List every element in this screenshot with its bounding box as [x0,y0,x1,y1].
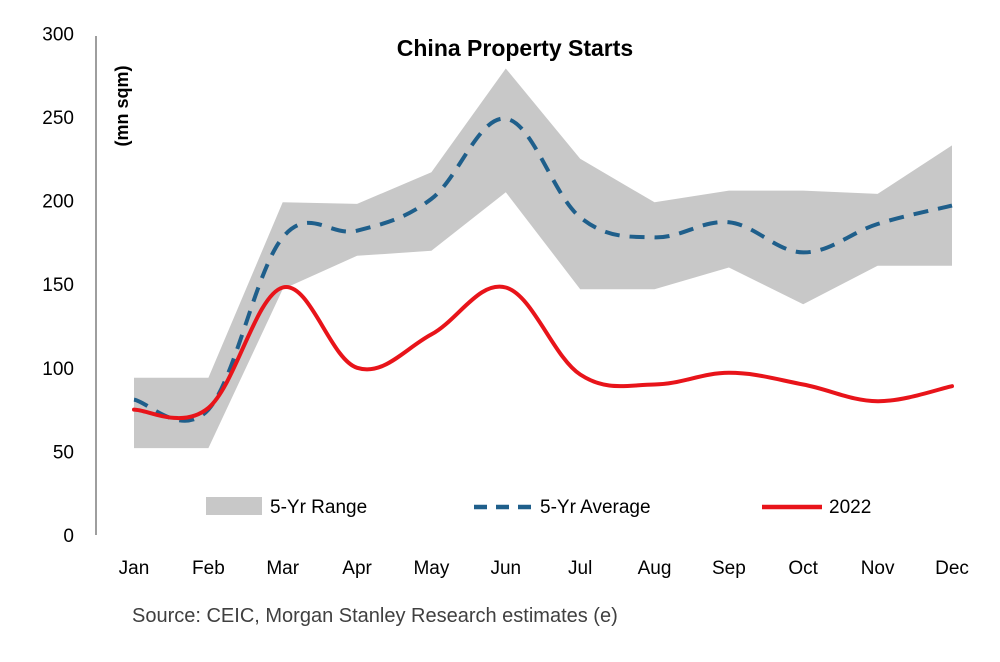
x-tick-label: Oct [788,558,818,579]
y-tick-label: 0 [63,526,74,547]
x-tick-label: Aug [638,558,672,579]
x-tick-label: Mar [266,558,299,579]
legend-2022-label: 2022 [829,497,871,518]
y-tick-label: 200 [42,192,74,213]
y-tick-label: 250 [42,108,74,129]
x-tick-label: Feb [192,558,225,579]
x-tick-label: Dec [935,558,969,579]
y-tick-label: 50 [53,442,74,463]
range-band [134,68,952,449]
x-tick-label: Sep [712,558,746,579]
x-tick-label: Jul [568,558,592,579]
legend-average-label: 5-Yr Average [540,497,651,518]
y-tick-label: 150 [42,275,74,296]
x-tick-label: Apr [342,558,372,579]
2022-line [132,284,954,420]
chart-title: China Property Starts [397,35,633,61]
y-tick-label: 300 [42,24,74,45]
legend: 5-Yr Range 5-Yr Average 2022 [206,497,871,518]
legend-range-label: 5-Yr Range [270,497,367,518]
legend-range-swatch [206,497,262,515]
x-tick-label: Jun [490,558,521,579]
x-tick-label: May [413,558,449,579]
y-tick-label: 100 [42,359,74,380]
y-axis-label: (mn sqm) [112,65,132,146]
average-line [133,116,953,423]
source-note: Source: CEIC, Morgan Stanley Research es… [132,605,618,627]
x-tick-label: Jan [119,558,150,579]
x-tick-label: Nov [861,558,895,579]
